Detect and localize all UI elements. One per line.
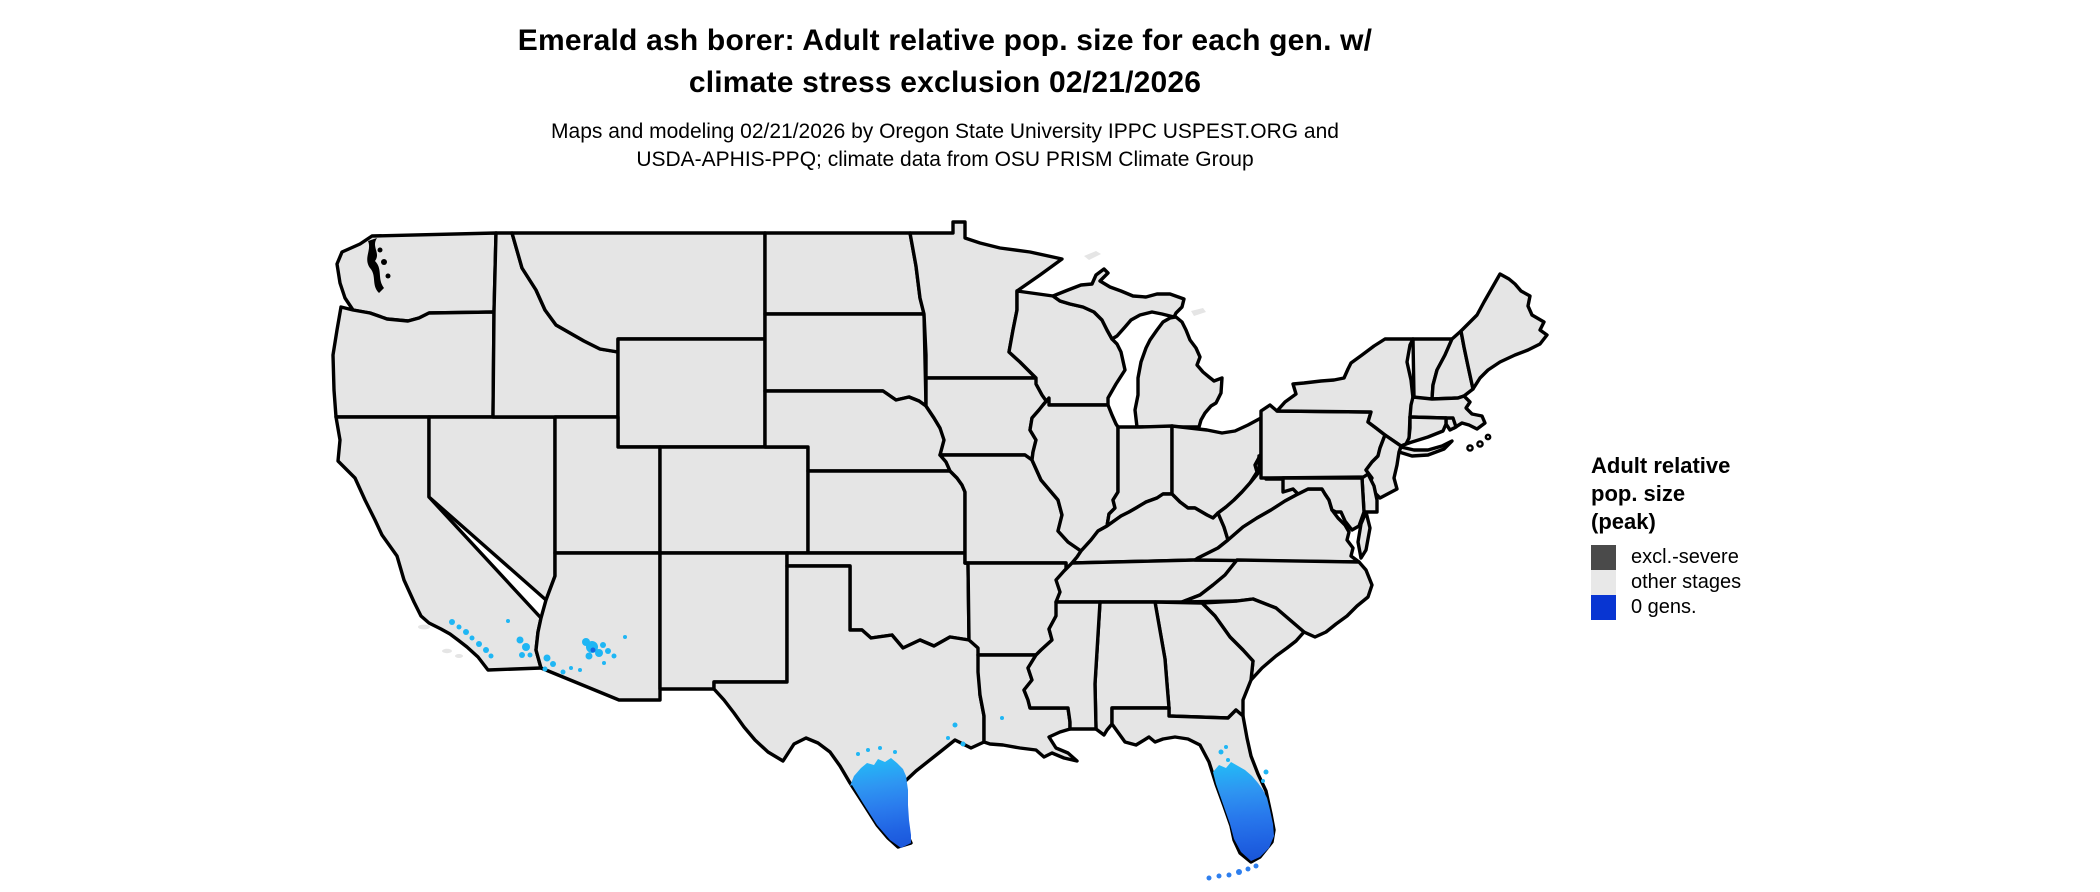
legend-title-line2: pop. size <box>1591 481 1686 506</box>
map-states <box>331 220 1549 864</box>
map-credits-line1: Maps and modeling 02/21/2026 by Oregon S… <box>551 120 1339 143</box>
legend: Adult relative pop. size (peak) excl.-se… <box>1591 452 1911 620</box>
state-arizona <box>534 551 662 702</box>
legend-title-line3: (peak) <box>1591 509 1656 534</box>
state-north-carolina <box>1180 558 1374 639</box>
state-michigan-upper-peninsula <box>1051 267 1186 341</box>
legend-swatch-other-stages <box>1591 570 1616 595</box>
map-title-line1: Emerald ash borer: Adult relative pop. s… <box>517 24 1373 57</box>
map-credits-line2: USDA-APHIS-PPQ; climate data from OSU PR… <box>636 148 1254 171</box>
highlight-gulf-specks <box>856 716 1004 756</box>
highlight-socal-az-patches <box>449 619 627 675</box>
state-washington <box>335 231 498 323</box>
state-oregon <box>331 305 496 419</box>
channel-island <box>442 648 452 654</box>
state-new-york-long-island <box>1397 439 1454 458</box>
highlight-florida-specks <box>1218 745 1269 783</box>
state-mississippi <box>1022 600 1102 731</box>
cape-island <box>1484 433 1492 441</box>
legend-item-zero-gens: 0 gens. <box>1591 595 1911 620</box>
state-new-mexico <box>658 551 789 691</box>
legend-swatch-excl-severe <box>1591 545 1616 570</box>
highlight-southern-florida <box>1213 762 1274 861</box>
state-colorado <box>658 445 810 555</box>
state-maine <box>1459 272 1549 391</box>
legend-item-other-stages: other stages <box>1591 570 1911 595</box>
legend-swatch-zero-gens <box>1591 595 1616 620</box>
state-virginia <box>1193 487 1361 564</box>
puget-sound-island <box>377 247 383 253</box>
isle-royale <box>1084 251 1101 260</box>
state-connecticut <box>1404 415 1448 446</box>
marthas-vineyard-island <box>1476 440 1484 448</box>
legend-items: excl.-severe other stages 0 gens. <box>1591 545 1911 620</box>
map-title-line2: climate stress exclusion 02/21/2026 <box>688 66 1202 99</box>
nantucket-island <box>1466 444 1474 452</box>
channel-island <box>418 624 430 630</box>
legend-title-line1: Adult relative <box>1591 453 1731 478</box>
map-highlights <box>449 619 1274 881</box>
state-michigan-lower-peninsula <box>1133 315 1224 429</box>
map-title: Emerald ash borer: Adult relative pop. s… <box>345 20 1545 104</box>
channel-island <box>455 654 463 658</box>
puget-sound-island <box>381 259 387 265</box>
highlight-southern-texas <box>850 758 911 848</box>
state-wyoming <box>616 337 767 449</box>
highlight-phoenix-core <box>590 647 596 653</box>
manitoulin-island <box>1191 308 1206 316</box>
highlight-florida-keys <box>1206 863 1259 881</box>
legend-label-zero-gens: 0 gens. <box>1631 596 1697 618</box>
map-credits: Maps and modeling 02/21/2026 by Oregon S… <box>345 118 1545 174</box>
puget-sound <box>367 238 384 293</box>
legend-label-excl-severe: excl.-severe <box>1631 546 1739 568</box>
legend-label-other-stages: other stages <box>1631 571 1742 593</box>
puget-sound-island <box>385 273 391 279</box>
legend-title: Adult relative pop. size (peak) <box>1591 452 1911 536</box>
state-north-dakota <box>763 231 926 316</box>
state-kansas <box>806 469 967 555</box>
state-maryland <box>1281 476 1366 532</box>
legend-item-excl-severe: excl.-severe <box>1591 545 1911 570</box>
map-water-islands <box>367 238 1492 658</box>
